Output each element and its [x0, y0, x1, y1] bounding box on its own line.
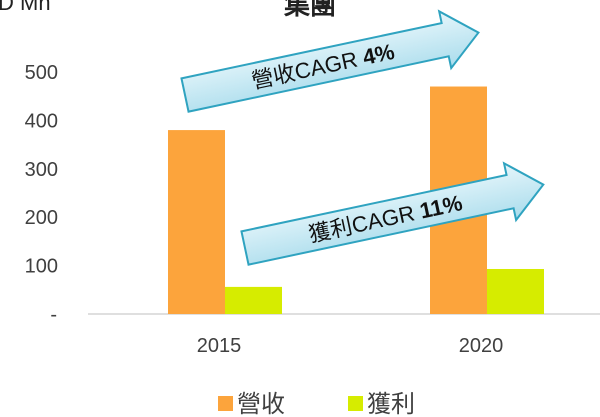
annotation-text: 營收CAGR4%	[249, 39, 396, 94]
legend-label: 營收	[237, 391, 285, 417]
y-tick-label: 100	[25, 256, 58, 278]
annotation-arrow: 獲利CAGR11%	[240, 161, 545, 266]
arrow-shape	[180, 9, 480, 113]
x-tick-label: 2020	[459, 335, 504, 357]
x-tick-label: 2015	[197, 335, 242, 357]
arrow-shape	[240, 161, 545, 266]
bar	[168, 130, 225, 314]
legend-swatch	[218, 396, 233, 411]
bar	[487, 268, 544, 314]
y-tick-label: 400	[25, 110, 58, 132]
chart-title: 集團	[283, 0, 336, 20]
y-tick-label: 200	[25, 207, 58, 229]
legend-swatch	[348, 396, 363, 411]
y-tick-label: 300	[25, 159, 58, 181]
bar	[225, 286, 282, 314]
y-axis-label: D Mn	[0, 0, 51, 15]
legend-label: 獲利	[367, 391, 415, 417]
y-tick-label: -	[50, 304, 57, 326]
y-tick-label: 500	[25, 62, 58, 84]
